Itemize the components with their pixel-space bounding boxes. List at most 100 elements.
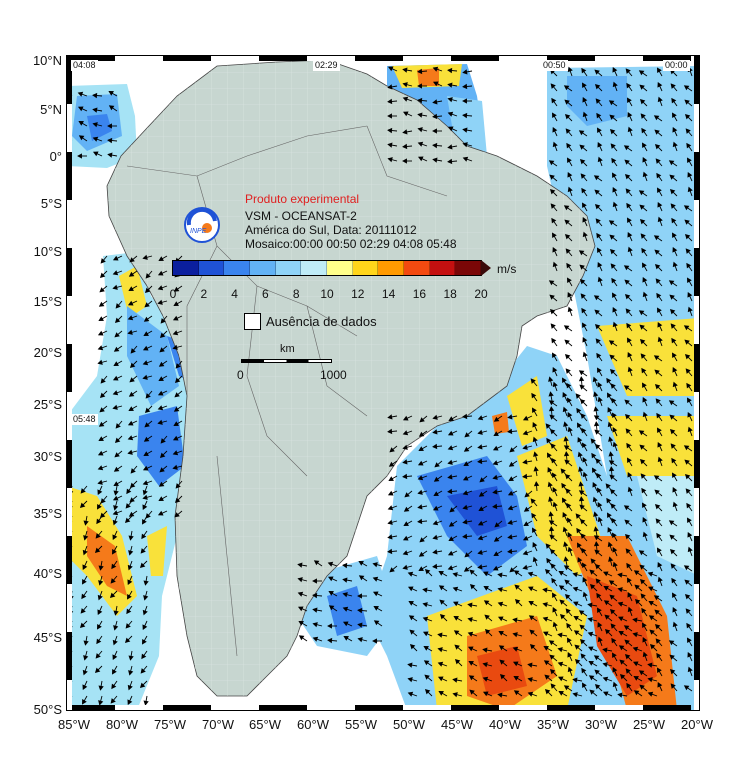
wind-arrow-head xyxy=(642,276,648,283)
wind-arrow-head xyxy=(582,456,588,463)
wind-arrow-head xyxy=(626,202,632,209)
wind-arrow-head xyxy=(552,126,558,133)
wind-arrow-head xyxy=(684,233,691,240)
wind-arrow-head xyxy=(558,571,564,576)
wind-arrow-head xyxy=(297,606,304,612)
wind-arrow-head xyxy=(447,474,453,480)
wind-arrow-head xyxy=(97,359,103,365)
wind-arrow-head xyxy=(97,624,102,630)
wind-arrow-head xyxy=(402,415,409,421)
wind-arrow-head xyxy=(142,254,148,260)
wind-arrow-head xyxy=(313,560,320,566)
wind-arrow-head xyxy=(175,363,181,369)
wind-arrow-head xyxy=(417,68,423,75)
scale-unit: km xyxy=(280,343,295,355)
wind-arrow-head xyxy=(432,157,438,163)
wind-arrow-head xyxy=(672,592,677,598)
wind-arrow-head xyxy=(402,564,408,570)
wind-arrow-head xyxy=(608,100,615,106)
wind-arrow-head xyxy=(297,577,303,583)
wind-arrow-head xyxy=(638,190,645,196)
wind-arrow-head xyxy=(617,692,623,698)
wind-arrow-head xyxy=(462,83,468,90)
wind-arrow-head xyxy=(623,265,630,271)
lon-label-85w: 85°W xyxy=(58,717,90,732)
wind-arrow-head xyxy=(482,662,488,668)
wind-arrow-head xyxy=(607,392,612,398)
wind-arrow-head xyxy=(563,685,570,691)
wind-arrow-head xyxy=(139,682,146,689)
wind-arrow-head xyxy=(447,126,454,132)
wind-arrow-head xyxy=(672,352,677,358)
wind-arrow-head xyxy=(158,496,164,501)
wind-arrow-head xyxy=(647,586,654,592)
wind-arrow-head xyxy=(582,351,588,358)
wind-arrow-head xyxy=(657,547,662,553)
wind-arrow-head xyxy=(109,592,116,599)
lon-label-20w: 20°W xyxy=(681,717,713,732)
wind-arrow-head xyxy=(640,113,646,119)
lat-label-25s: 25°S xyxy=(33,397,62,412)
border-tick xyxy=(547,705,595,710)
wind-arrow-head xyxy=(595,218,601,224)
wind-arrow-head xyxy=(124,517,131,524)
wind-arrow-head xyxy=(640,233,646,239)
wind-arrow-head xyxy=(142,639,147,645)
wind-arrow-head xyxy=(482,571,489,577)
wind-arrow-head xyxy=(567,411,573,418)
wind-arrow-head xyxy=(582,562,587,568)
wind-arrow-head xyxy=(112,270,119,276)
wind-arrow-head xyxy=(552,352,557,358)
wind-arrow-head xyxy=(548,391,554,397)
wind-arrow-head xyxy=(592,467,597,473)
colorbar-tick-label: 14 xyxy=(381,287,396,301)
wind-arrow-head xyxy=(387,428,393,435)
wind-arrow-head xyxy=(422,587,428,593)
wind-arrow-head xyxy=(654,503,661,510)
wind-arrow-head xyxy=(632,632,638,638)
wind-arrow-head xyxy=(552,246,558,253)
wind-arrow-head xyxy=(609,608,616,615)
wind-arrow-head xyxy=(82,549,88,556)
wind-arrow-head xyxy=(160,438,166,444)
wind-arrow-head xyxy=(434,462,440,468)
wind-arrow-head xyxy=(424,674,430,680)
wind-arrow-head xyxy=(577,436,583,443)
logo-text: INPE xyxy=(190,228,207,235)
wind-arrow-head xyxy=(142,345,149,351)
wind-arrow-head xyxy=(482,647,488,653)
wind-arrow-head xyxy=(579,144,585,150)
wind-arrow-head xyxy=(640,593,646,599)
wind-arrow-head xyxy=(669,548,676,555)
wind-arrow-head xyxy=(590,558,596,564)
lon-label-50w: 50°W xyxy=(393,717,425,732)
wind-arrow-head xyxy=(574,658,581,665)
wind-arrow-head xyxy=(654,489,660,495)
wind-arrow-head xyxy=(158,256,164,261)
wind-arrow-head xyxy=(572,692,578,698)
wind-arrow-head xyxy=(82,579,87,585)
wind-arrow-head xyxy=(593,391,599,397)
wind-arrow-head xyxy=(582,202,587,208)
wind-arrow-head xyxy=(112,404,118,410)
wind-arrow-head xyxy=(389,567,395,573)
wind-arrow-head xyxy=(624,279,630,285)
wind-arrow-head xyxy=(687,411,693,418)
wind-arrow-head xyxy=(142,465,149,471)
colorbar-cell xyxy=(429,261,456,275)
wind-arrow-head xyxy=(686,142,692,149)
wind-arrow-head xyxy=(127,594,132,600)
wind-arrow-head xyxy=(582,336,588,343)
wind-arrow-head xyxy=(172,435,179,441)
wind-arrow-head xyxy=(127,449,133,455)
wind-arrow-head xyxy=(128,286,134,291)
wind-arrow-head xyxy=(672,246,678,253)
wind-arrow-head xyxy=(656,412,662,419)
wind-arrow-head xyxy=(112,284,118,290)
wind-arrow-head xyxy=(547,481,553,488)
wind-arrow-head xyxy=(562,511,568,518)
wind-arrow-head xyxy=(612,652,617,658)
wind-arrow-head xyxy=(99,272,106,279)
wind-arrow-head xyxy=(114,332,120,338)
wind-arrow-head xyxy=(657,576,663,583)
